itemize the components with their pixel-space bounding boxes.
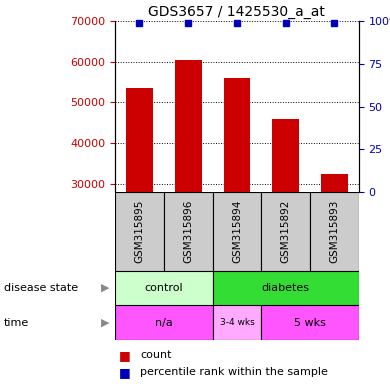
Bar: [115, 271, 213, 305]
Bar: [115, 192, 164, 271]
Bar: [261, 192, 310, 271]
Bar: [272, 119, 299, 306]
Text: n/a: n/a: [155, 318, 173, 328]
Text: ■: ■: [119, 366, 131, 379]
Text: control: control: [144, 283, 183, 293]
Text: 3-4 wks: 3-4 wks: [220, 318, 254, 327]
Bar: [175, 60, 202, 306]
Text: disease state: disease state: [4, 283, 78, 293]
Bar: [223, 78, 250, 306]
Bar: [310, 192, 359, 271]
Text: GSM315894: GSM315894: [232, 200, 242, 263]
Text: count: count: [140, 350, 172, 360]
Text: GSM315892: GSM315892: [281, 200, 291, 263]
Text: ▶: ▶: [101, 283, 110, 293]
Text: GSM315895: GSM315895: [135, 200, 144, 263]
Bar: [321, 174, 348, 306]
Bar: [261, 305, 359, 340]
Bar: [213, 271, 359, 305]
Text: diabetes: diabetes: [262, 283, 310, 293]
Bar: [115, 305, 213, 340]
Text: ▶: ▶: [101, 318, 110, 328]
Text: percentile rank within the sample: percentile rank within the sample: [140, 367, 328, 377]
Text: GSM315896: GSM315896: [183, 200, 193, 263]
Bar: [213, 305, 261, 340]
Bar: [164, 192, 213, 271]
Text: ■: ■: [119, 349, 131, 362]
Text: time: time: [4, 318, 29, 328]
Bar: [213, 192, 261, 271]
Bar: [126, 88, 153, 306]
Text: 5 wks: 5 wks: [294, 318, 326, 328]
Text: GSM315893: GSM315893: [330, 200, 339, 263]
Title: GDS3657 / 1425530_a_at: GDS3657 / 1425530_a_at: [149, 5, 325, 19]
